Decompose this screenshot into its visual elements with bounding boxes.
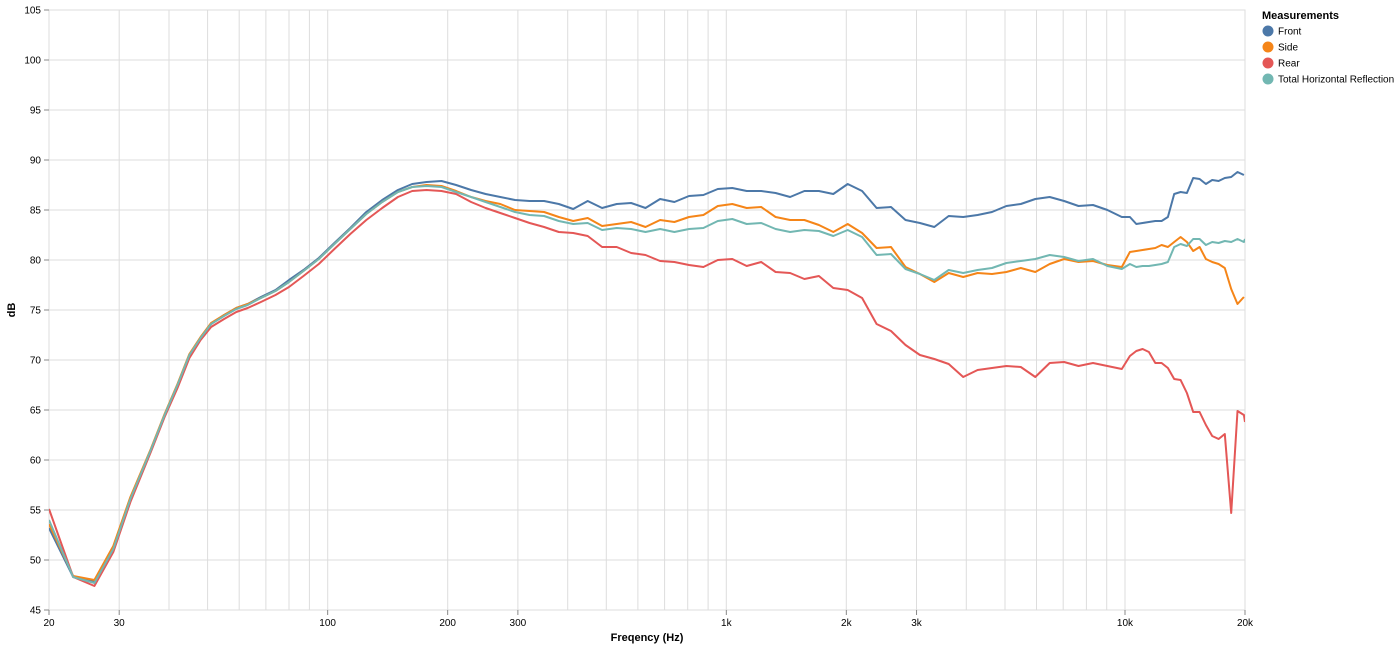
x-tick-label: 10k	[1117, 618, 1134, 629]
y-tick-label: 75	[30, 306, 42, 317]
legend-label: Front	[1278, 27, 1302, 38]
x-tick-label: 2k	[841, 618, 853, 629]
legend-label: Side	[1278, 43, 1298, 54]
y-tick-label: 100	[24, 56, 41, 67]
x-tick-label: 20k	[1237, 618, 1254, 629]
y-axis-title: dB	[6, 303, 18, 318]
legend-title: Measurements	[1262, 10, 1339, 22]
series-line-rear	[49, 189, 1245, 587]
y-tick-label: 65	[30, 406, 42, 417]
y-tick-label: 45	[30, 606, 42, 617]
x-tick-label: 3k	[911, 618, 923, 629]
x-tick-label: 20	[43, 618, 55, 629]
legend-label: Total Horizontal Reflection	[1278, 75, 1394, 86]
x-tick-label: 200	[439, 618, 456, 629]
y-axis: 45 50 55 60 65 70 75 80 85 90 95 100 105	[24, 6, 49, 617]
y-tick-label: 60	[30, 456, 42, 467]
y-tick-label: 90	[30, 156, 42, 167]
legend-swatch	[1262, 73, 1274, 85]
x-axis-title: Freqency (Hz)	[611, 632, 684, 644]
y-tick-label: 95	[30, 106, 42, 117]
y-tick-label: 105	[24, 6, 41, 17]
y-tick-label: 85	[30, 206, 42, 217]
x-tick-label: 30	[114, 618, 126, 629]
legend-swatch	[1262, 25, 1274, 37]
legend-swatch	[1262, 57, 1274, 69]
x-tick-label: 300	[510, 618, 527, 629]
legend-swatch	[1262, 41, 1274, 53]
y-tick-label: 70	[30, 356, 42, 367]
y-tick-label: 80	[30, 256, 42, 267]
x-axis: 20 30 100 200 300 1k 2k 3k 10k 20k	[43, 610, 1254, 629]
series-lines	[49, 171, 1245, 587]
y-tick-label: 55	[30, 506, 42, 517]
y-tick-label: 50	[30, 556, 42, 567]
legend-label: Rear	[1278, 59, 1300, 70]
x-tick-label: 1k	[721, 618, 733, 629]
x-tick-label: 100	[319, 618, 336, 629]
series-line-total-horizontal-reflection	[49, 185, 1245, 584]
series-line-front	[49, 171, 1245, 582]
legend: Measurements Front Side Rear Total Horizont…	[1262, 10, 1394, 86]
